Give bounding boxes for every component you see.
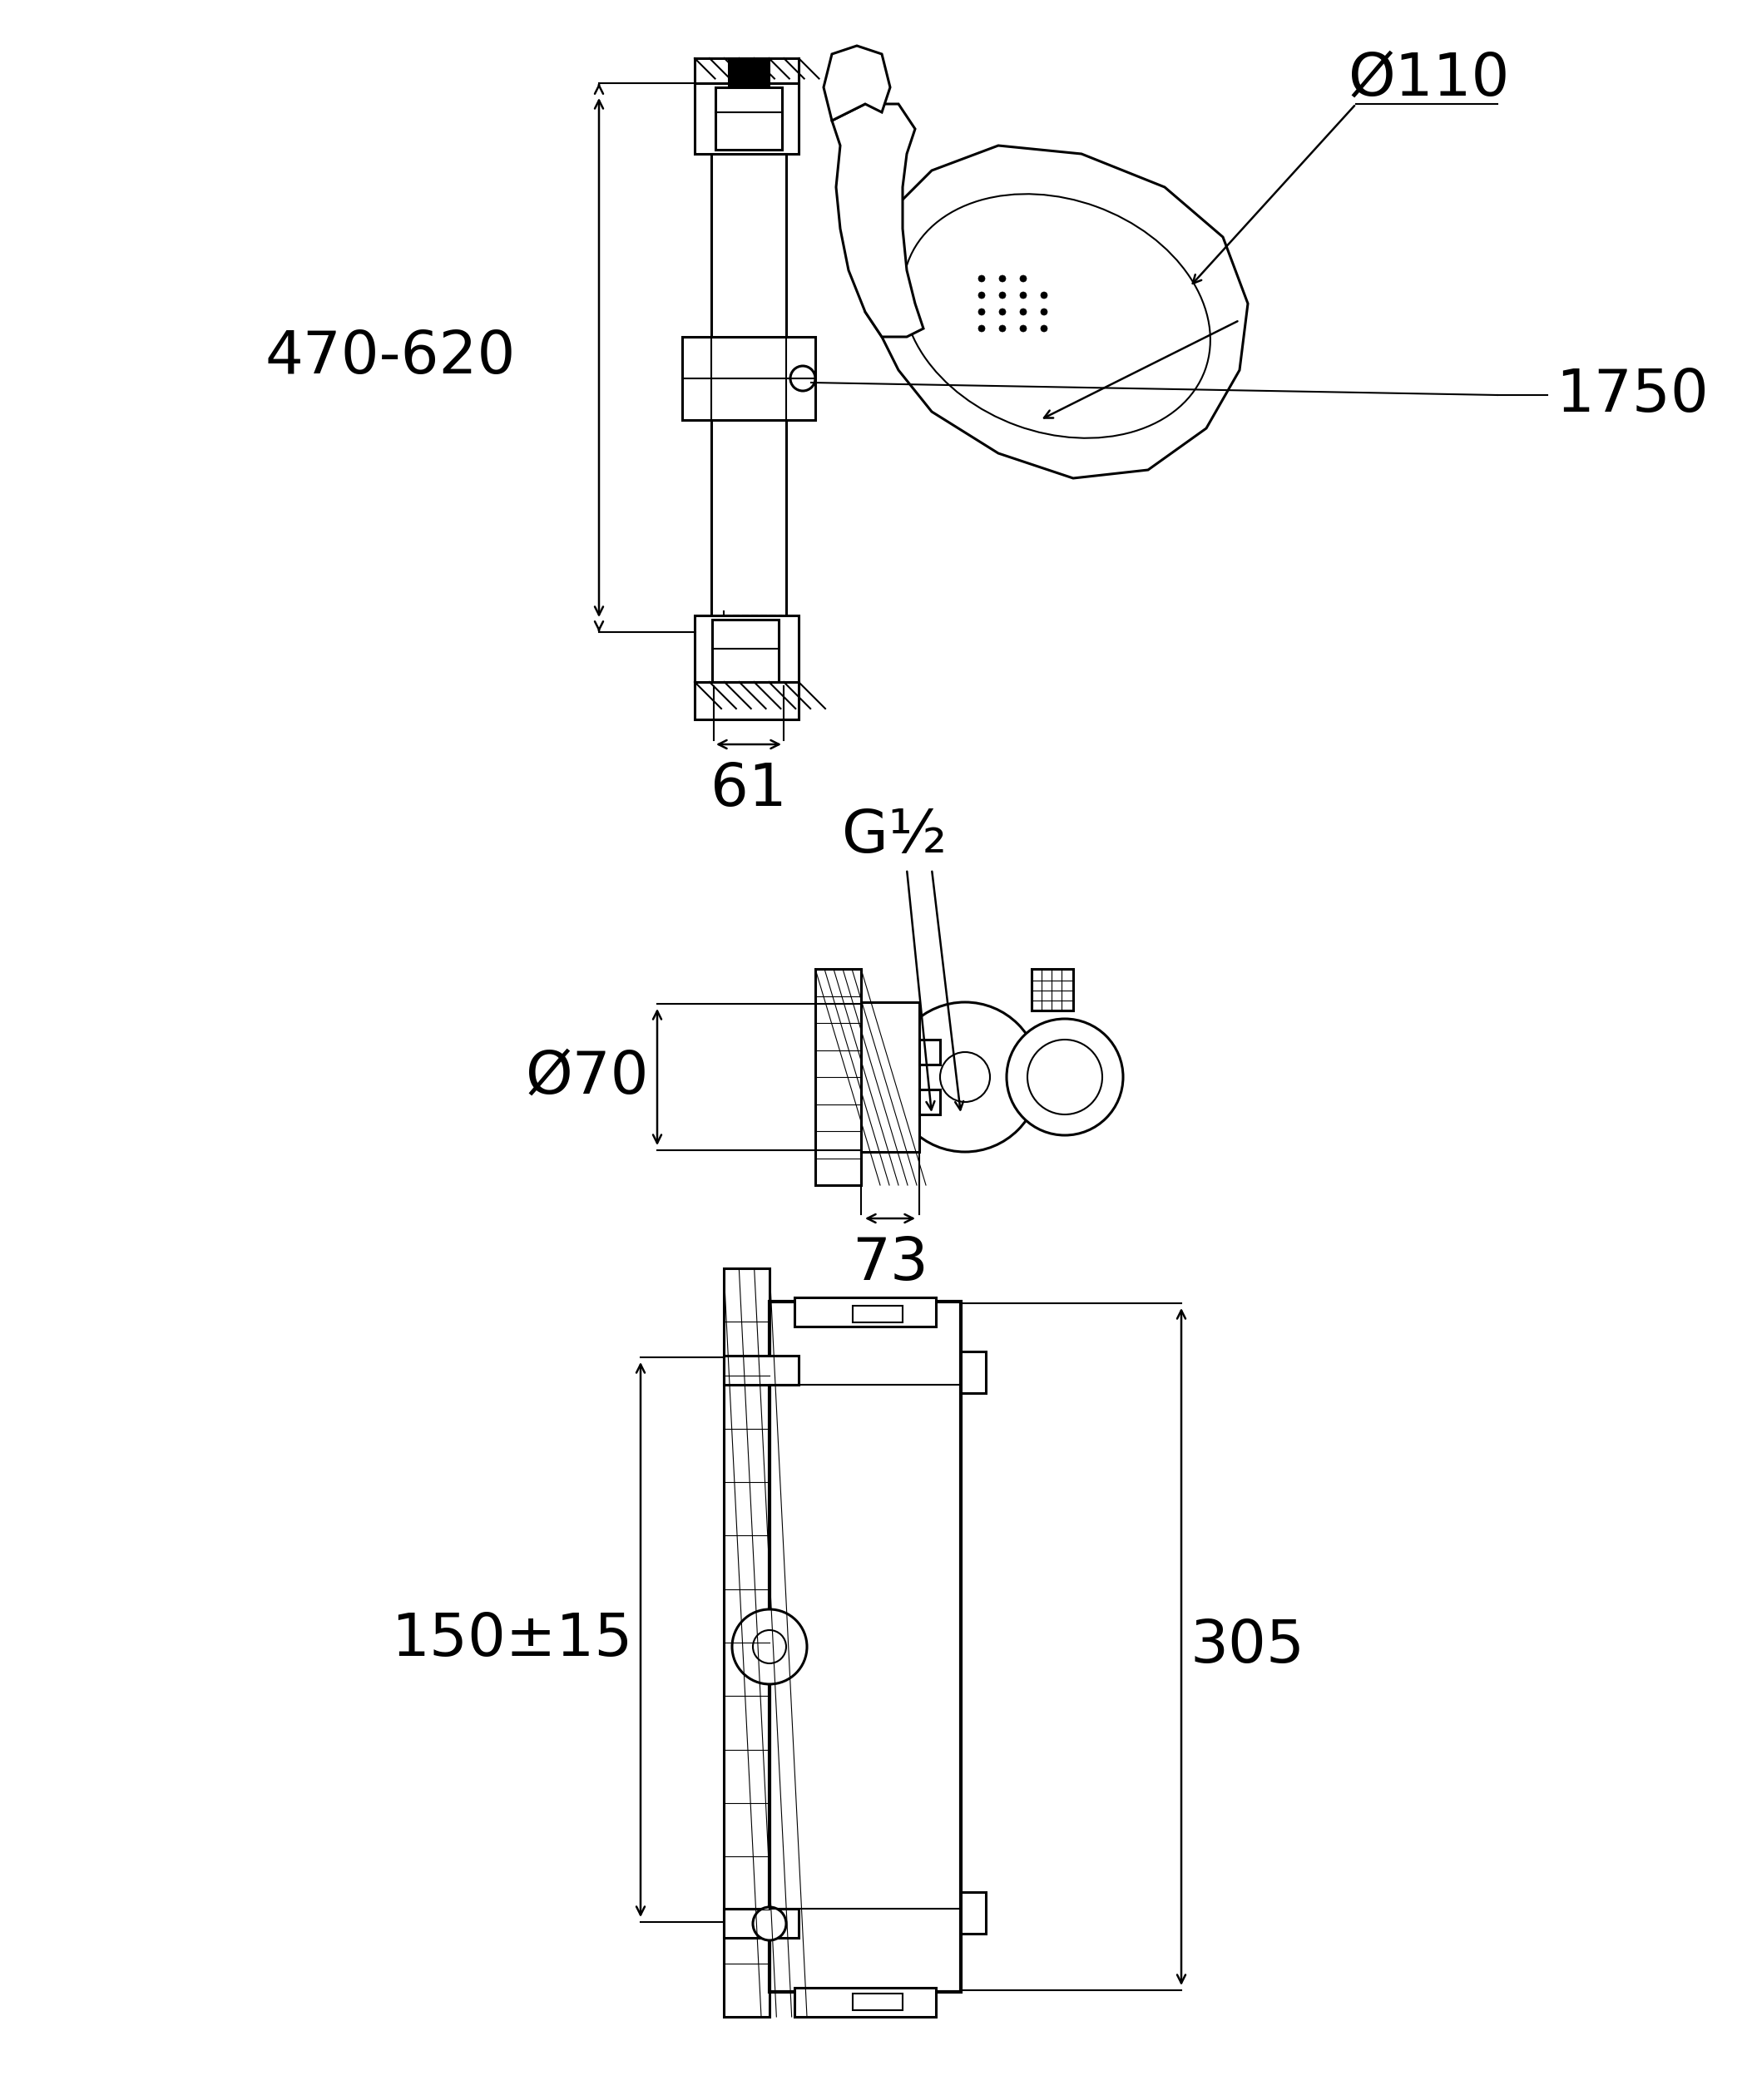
Circle shape <box>753 1630 787 1663</box>
Bar <box>960 1352 986 1392</box>
Polygon shape <box>832 105 923 336</box>
Circle shape <box>1041 292 1048 298</box>
Circle shape <box>1020 326 1027 332</box>
Bar <box>694 682 799 720</box>
Circle shape <box>1007 1018 1123 1136</box>
Circle shape <box>1020 292 1027 298</box>
Polygon shape <box>865 145 1247 479</box>
Bar <box>960 1892 986 1934</box>
Bar <box>711 620 778 683</box>
Text: 73: 73 <box>851 1235 929 1291</box>
Circle shape <box>978 292 985 298</box>
Bar <box>694 615 799 687</box>
Bar <box>860 1002 920 1153</box>
Bar <box>729 59 769 88</box>
Bar <box>920 1040 941 1065</box>
Circle shape <box>978 275 985 281</box>
Circle shape <box>999 326 1006 332</box>
Circle shape <box>1020 275 1027 281</box>
Text: 1750: 1750 <box>1556 365 1708 424</box>
Bar <box>853 1993 902 2010</box>
Bar <box>682 336 815 420</box>
Bar <box>920 1090 941 1115</box>
Circle shape <box>999 292 1006 298</box>
Bar <box>853 1306 902 1323</box>
Circle shape <box>1041 326 1048 332</box>
Bar <box>794 1298 936 1327</box>
Circle shape <box>732 1609 808 1684</box>
Circle shape <box>941 1052 990 1103</box>
Bar <box>711 153 787 687</box>
Bar <box>815 968 860 1184</box>
Circle shape <box>753 1907 787 1940</box>
Text: 150±15: 150±15 <box>391 1611 632 1667</box>
Circle shape <box>978 309 985 315</box>
Circle shape <box>890 1002 1041 1153</box>
Circle shape <box>790 365 815 391</box>
Bar <box>794 1989 936 2016</box>
Circle shape <box>978 326 985 332</box>
Polygon shape <box>823 46 890 120</box>
Text: Ø70: Ø70 <box>526 1048 648 1107</box>
Bar <box>724 1268 769 2016</box>
Bar <box>769 1302 960 1993</box>
Bar <box>1032 968 1074 1010</box>
Ellipse shape <box>902 193 1211 439</box>
Bar <box>694 59 799 88</box>
Text: 470-620: 470-620 <box>265 330 515 386</box>
Circle shape <box>999 275 1006 281</box>
Circle shape <box>999 309 1006 315</box>
Text: G¹⁄₂: G¹⁄₂ <box>843 806 946 865</box>
Text: 61: 61 <box>711 760 787 819</box>
Bar <box>694 84 799 153</box>
Bar <box>715 88 781 149</box>
Bar <box>724 1909 799 1938</box>
Circle shape <box>1027 1040 1102 1115</box>
Bar <box>724 1357 799 1384</box>
Text: 305: 305 <box>1190 1617 1305 1676</box>
Circle shape <box>1020 309 1027 315</box>
Circle shape <box>1041 309 1048 315</box>
Text: Ø110: Ø110 <box>1347 50 1510 107</box>
